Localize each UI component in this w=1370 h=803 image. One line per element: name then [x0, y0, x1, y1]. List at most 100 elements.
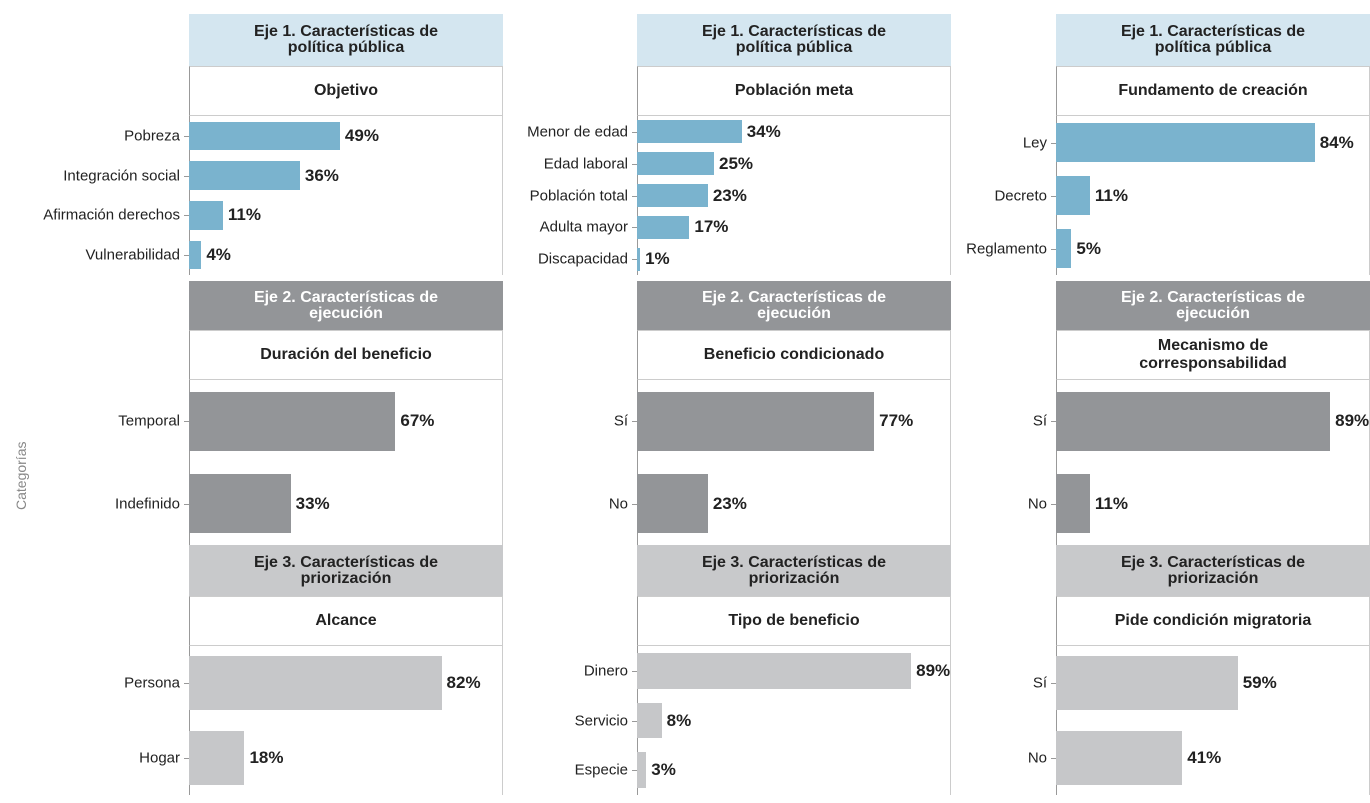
category-label: No	[1027, 495, 1047, 513]
title-text: Pide condición migratoria	[1114, 612, 1312, 629]
bar	[1056, 229, 1072, 268]
category-label: Ley	[1022, 134, 1047, 151]
category-label: Menor de edad	[527, 123, 628, 141]
panel-title: Tipo de beneficio	[637, 596, 951, 646]
plot-area	[189, 116, 503, 275]
category-label: Reglamento	[966, 240, 1047, 257]
panel-title: Objetivo	[189, 66, 503, 116]
panel-header: Eje 3. Características de priorización	[637, 545, 951, 596]
value-label: 49%	[344, 125, 379, 145]
header-text: Eje 1. Características de política públi…	[701, 23, 887, 56]
category-label: Integración social	[63, 167, 180, 185]
category-label: Afirmación derechos	[43, 206, 180, 224]
axis-tick	[632, 163, 637, 165]
panel-header: Eje 1. Características de política públi…	[189, 14, 503, 66]
panel-header: Eje 1. Características de política públi…	[1056, 14, 1370, 66]
bar	[637, 184, 708, 207]
axis-tick	[184, 215, 189, 217]
header-text: Eje 1. Características de política públi…	[253, 23, 439, 56]
category-label: Decreto	[994, 187, 1047, 204]
axis-tick	[184, 683, 189, 685]
value-label: 77%	[879, 411, 914, 431]
header-text: Eje 2. Características de ejecución	[701, 288, 887, 322]
panel-header: Eje 3. Características de priorización	[1056, 545, 1370, 596]
bar	[637, 652, 912, 689]
panel-title: Beneficio condicionado	[637, 330, 951, 380]
bar	[189, 391, 396, 451]
axis-tick	[1051, 683, 1056, 685]
bar	[1056, 730, 1183, 785]
bar	[1056, 656, 1238, 711]
category-label: Vulnerabilidad	[85, 246, 180, 264]
value-label: 34%	[746, 121, 781, 141]
bar	[189, 240, 202, 270]
value-label: 18%	[249, 747, 284, 767]
category-label: Temporal	[118, 412, 180, 430]
panel-title: Mecanismo de corresponsabilidad	[1056, 330, 1370, 380]
axis-tick	[1051, 421, 1056, 423]
bar	[637, 474, 708, 534]
y-axis-label: Categorías	[13, 441, 29, 510]
bar	[189, 730, 245, 785]
title-text: Alcance	[315, 612, 377, 629]
category-label: Pobreza	[124, 127, 180, 145]
category-label: Servicio	[574, 712, 628, 729]
bar	[189, 656, 442, 711]
header-text: Eje 2. Características de ejecución	[1120, 288, 1306, 322]
axis-tick	[1051, 757, 1056, 759]
value-label: 33%	[295, 493, 330, 513]
value-label: 67%	[400, 411, 435, 431]
category-label: Edad laboral	[543, 155, 628, 173]
value-label: 89%	[916, 660, 951, 680]
axis-tick	[184, 255, 189, 257]
title-text: Tipo de beneficio	[728, 612, 860, 629]
category-label: Población total	[529, 187, 628, 204]
category-label: Adulta mayor	[539, 218, 628, 236]
axis-tick	[184, 175, 189, 177]
category-label: Sí	[1032, 674, 1047, 692]
panel-title: Fundamento de creación	[1056, 66, 1370, 116]
axis-tick	[632, 770, 637, 772]
axis-tick	[184, 135, 189, 137]
header-text: Eje 1. Características de política públi…	[1120, 23, 1306, 56]
panel-header: Eje 3. Características de priorización	[189, 545, 503, 596]
axis-tick	[184, 503, 189, 505]
axis-tick	[632, 503, 637, 505]
category-label: Dinero	[583, 662, 628, 680]
axis-tick	[1051, 503, 1056, 505]
bar	[637, 247, 641, 271]
value-label: 59%	[1242, 673, 1277, 693]
bar	[637, 391, 875, 451]
value-label: 11%	[1094, 185, 1128, 205]
value-label: 25%	[719, 153, 754, 173]
axis-tick	[632, 259, 637, 261]
header-text: Eje 3. Características de priorización	[1120, 553, 1306, 587]
bar	[189, 161, 300, 190]
axis-tick	[632, 195, 637, 197]
value-label: 5%	[1076, 238, 1101, 258]
bar	[637, 702, 662, 739]
panel-title: Duración del beneficio	[189, 330, 503, 380]
category-label: Discapacidad	[537, 250, 628, 268]
value-label: 8%	[666, 710, 692, 730]
value-label: 11%	[1094, 493, 1128, 513]
axis-tick	[632, 131, 637, 133]
bar	[189, 201, 223, 230]
axis-tick	[1051, 248, 1056, 250]
value-label: 36%	[304, 165, 339, 185]
header-text: Eje 3. Características de priorización	[701, 553, 887, 587]
panel-header: Eje 2. Características de ejecución	[1056, 281, 1370, 330]
axis-tick	[1051, 195, 1056, 197]
title-text: Mecanismo de corresponsabilidad	[1139, 337, 1287, 372]
value-label: 23%	[712, 185, 747, 205]
bar	[637, 152, 714, 176]
value-label: 4%	[206, 245, 231, 265]
axis-tick	[184, 757, 189, 759]
header-text: Eje 2. Características de ejecución	[253, 288, 439, 322]
value-label: 3%	[651, 760, 676, 780]
title-text: Objetivo	[313, 82, 378, 99]
panel-header: Eje 2. Características de ejecución	[637, 281, 951, 330]
value-label: 84%	[1319, 132, 1354, 152]
axis-tick	[632, 227, 637, 229]
panel-title: Pide condición migratoria	[1056, 596, 1370, 646]
